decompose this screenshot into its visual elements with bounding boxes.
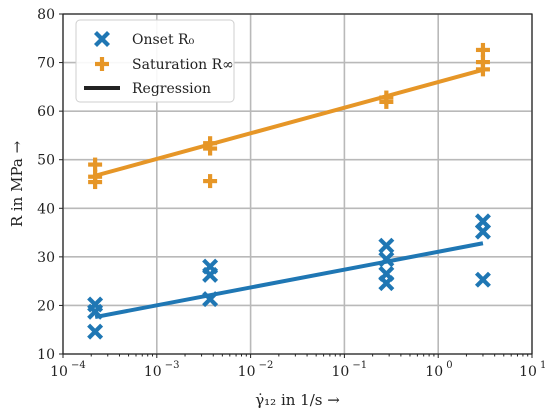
x-axis-label: γ̇₁₂ in 1/s → (255, 391, 340, 409)
y-axis-label: R in MPa → (8, 140, 26, 227)
saturation-point (475, 62, 490, 77)
regression-lines (94, 67, 484, 320)
saturation-point (203, 141, 218, 156)
onset-point (378, 237, 395, 254)
onset-point (87, 323, 104, 340)
regression-line (94, 241, 484, 320)
y-tick-label: 30 (37, 250, 55, 266)
onset-point (474, 223, 491, 240)
x-tick-exponent: −1 (352, 360, 367, 371)
y-tick-label: 10 (37, 347, 55, 363)
saturation-point (88, 157, 103, 172)
x-tick-exponent: −3 (165, 360, 180, 371)
x-tick-label: 10 (425, 364, 443, 380)
legend: Onset R₀ Saturation R∞ Regression (75, 19, 235, 103)
regression-line (94, 67, 484, 178)
legend-label-onset: Onset R₀ (132, 32, 195, 48)
onset-point (87, 303, 104, 320)
axis-ticks (59, 13, 533, 358)
y-tick-label: 80 (37, 7, 55, 23)
saturation-point (379, 94, 394, 109)
onset-point (474, 271, 491, 288)
x-tick-label: 10 (144, 364, 162, 380)
y-tick-label: 40 (37, 201, 55, 217)
y-tick-label: 20 (37, 298, 55, 314)
legend-plus-icon (95, 57, 109, 71)
onset-point (378, 275, 395, 292)
x-tick-label: 10 (238, 364, 256, 380)
onset-point (202, 291, 219, 308)
legend-label-regression: Regression (132, 81, 211, 97)
y-tick-label: 60 (37, 104, 55, 120)
legend-box (75, 19, 235, 103)
x-tick-label: 10 (519, 364, 537, 380)
x-tick-exponent: −2 (259, 360, 274, 371)
plot-frame (62, 13, 533, 355)
y-tick-label: 70 (37, 56, 55, 72)
legend-label-saturation: Saturation R∞ (132, 57, 234, 73)
legend-marker-saturation (95, 57, 109, 71)
data-markers (87, 42, 491, 340)
saturation-point (475, 42, 490, 57)
onset-point (378, 251, 395, 268)
y-tick-label: 50 (37, 153, 55, 169)
saturation-point (88, 175, 103, 190)
onset-point (202, 266, 219, 283)
x-tick-label: 10 (331, 364, 349, 380)
x-tick-exponent: 1 (540, 360, 546, 371)
x-tick-label: 10 (50, 364, 68, 380)
legend-x-icon (94, 31, 110, 47)
saturation-point (203, 174, 218, 189)
legend-marker-onset (94, 31, 110, 47)
x-tick-exponent: −4 (71, 360, 86, 371)
x-tick-exponent: 0 (446, 360, 452, 371)
